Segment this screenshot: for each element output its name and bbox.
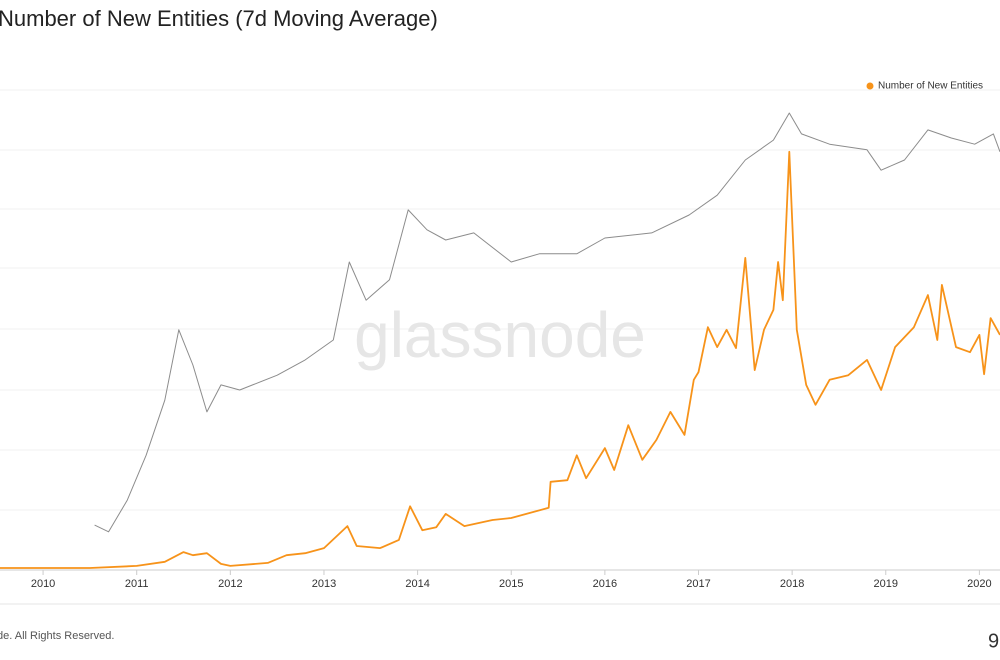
x-tick-label: 2018 [780, 578, 804, 590]
x-tick-label: 2019 [874, 578, 898, 590]
x-tick-label: 2015 [499, 578, 523, 590]
logo: 9 [988, 630, 999, 652]
x-tick-label: 2010 [31, 578, 55, 590]
x-tick-label: 2014 [405, 578, 429, 590]
legend-label: Number of New Entities [878, 81, 983, 92]
x-tick-label: 2012 [218, 578, 242, 590]
x-tick-label: 2016 [593, 578, 617, 590]
x-tick-label: 2020 [967, 578, 991, 590]
footer: de. All Rights Reserved. [0, 630, 114, 642]
x-tick-label: 2011 [125, 578, 149, 590]
watermark: glassnode [354, 299, 646, 371]
chart-title: Number of New Entities (7d Moving Averag… [0, 6, 438, 31]
series-line [94, 112, 1000, 533]
x-tick-label: 2013 [312, 578, 336, 590]
series-line [0, 150, 1000, 569]
legend-marker [866, 82, 874, 90]
x-tick-label: 2017 [686, 578, 710, 590]
